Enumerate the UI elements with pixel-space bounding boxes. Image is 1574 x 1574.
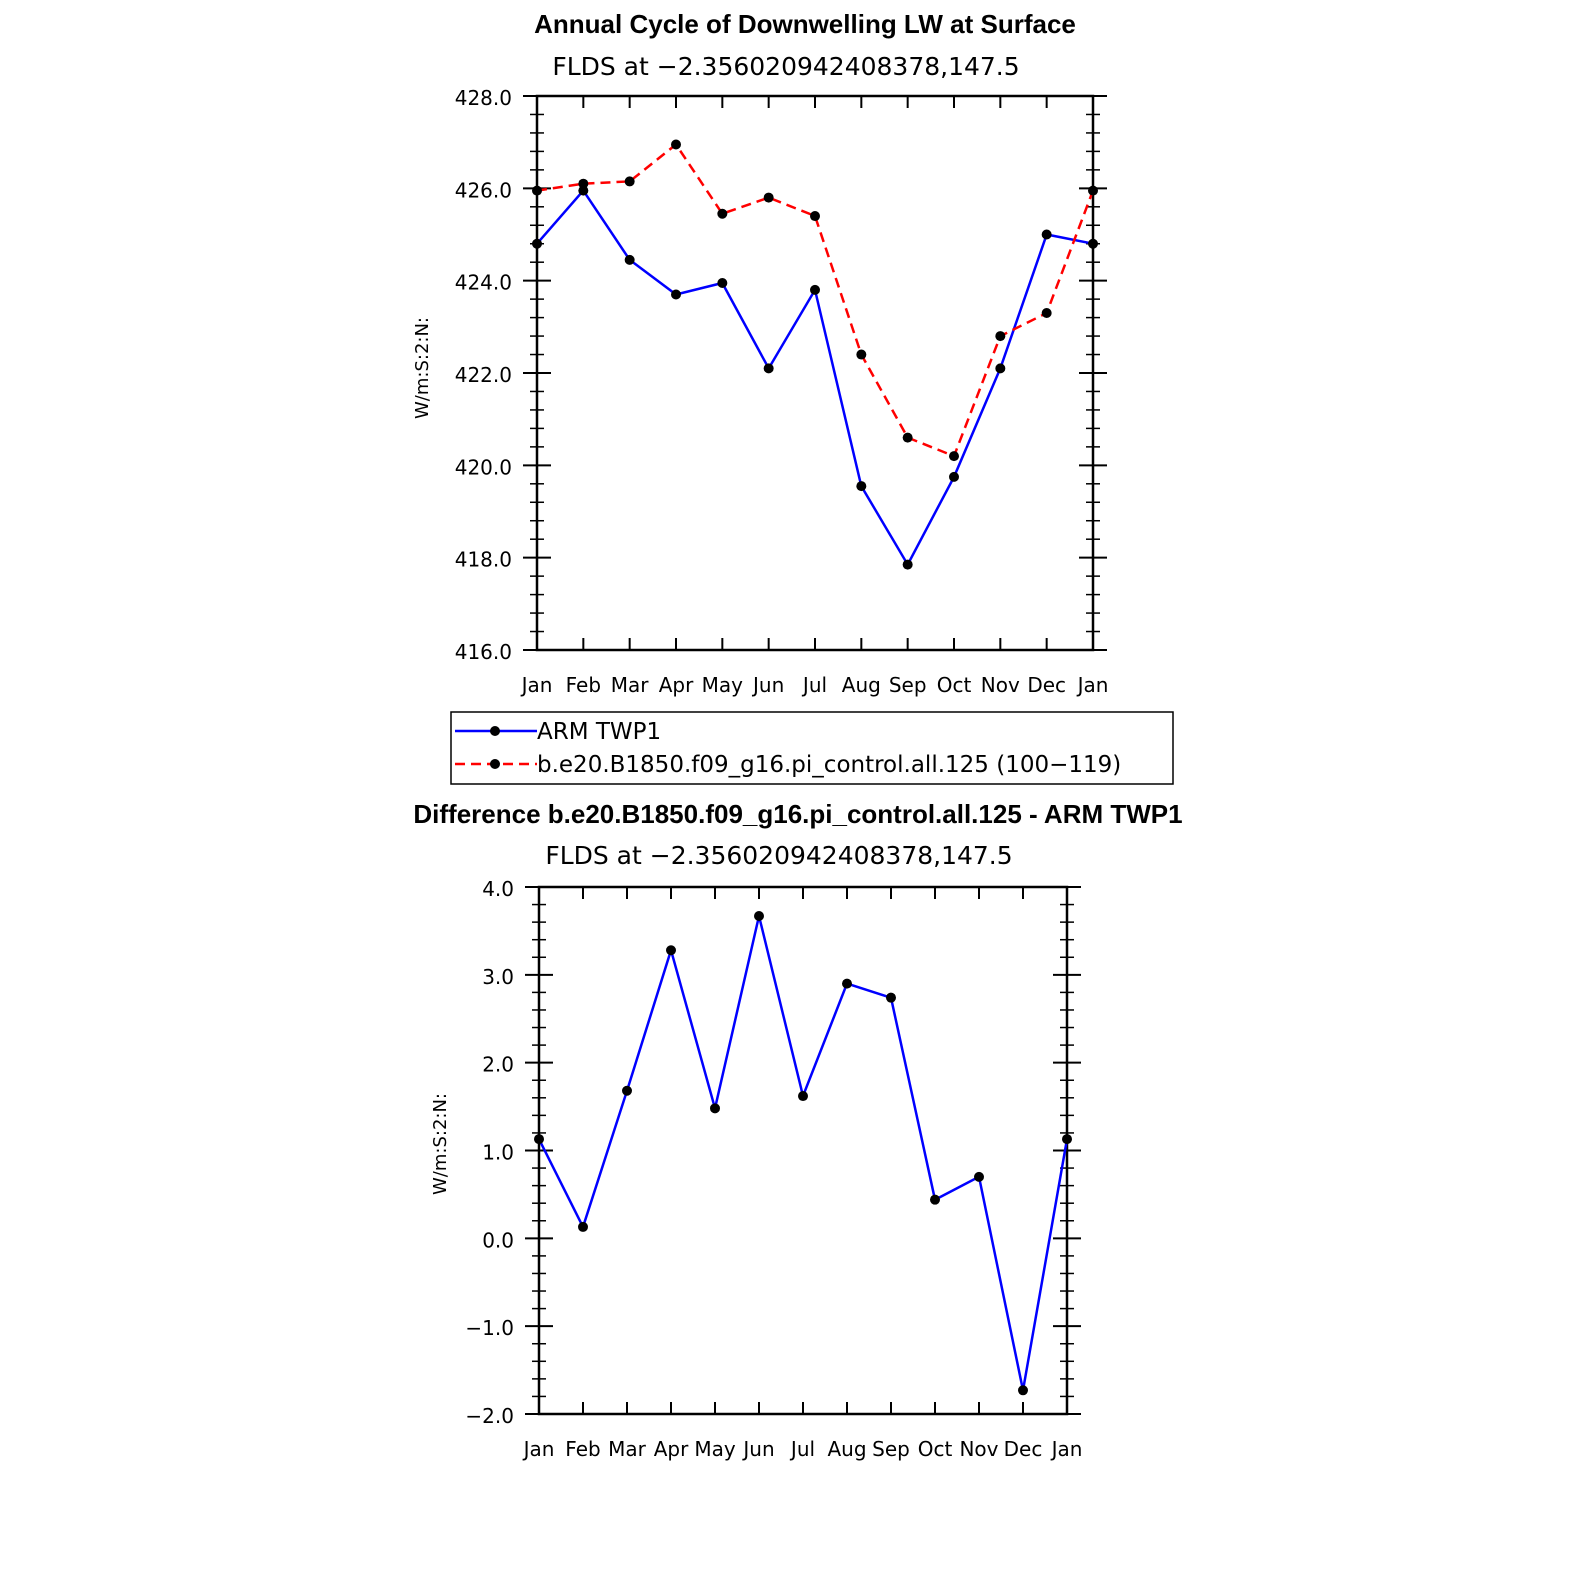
x-tick-label: May	[694, 1437, 736, 1461]
data-point	[1088, 185, 1098, 196]
legend-box	[450, 711, 1174, 785]
data-point	[1041, 307, 1052, 318]
y-tick-label: 416.0	[455, 640, 512, 664]
y-tick-label: 4.0	[482, 877, 514, 901]
y-axis-label: W/m:S:2:N:	[430, 1093, 451, 1195]
x-tick-label: Jul	[789, 1437, 815, 1461]
data-point	[532, 238, 542, 249]
difference-chart: Difference b.e20.B1850.f09_g16.pi_contro…	[413, 799, 1182, 1461]
x-tick-label: Sep	[889, 673, 927, 697]
data-point	[1088, 238, 1098, 249]
x-tick-label: Sep	[872, 1437, 910, 1461]
data-point	[902, 432, 913, 443]
data-point	[1062, 1134, 1072, 1145]
x-tick-label: Apr	[654, 1437, 689, 1461]
legend: ARM TWP1 b.e20.B1850.f09_g16.pi_control.…	[450, 711, 1174, 785]
data-point	[798, 1091, 808, 1102]
data-point	[666, 945, 676, 956]
data-point	[995, 331, 1006, 342]
y-tick-label: −1.0	[465, 1316, 514, 1340]
data-point	[902, 559, 913, 570]
y-tick-label: 3.0	[482, 965, 514, 989]
data-point	[810, 284, 820, 295]
data-point	[949, 471, 959, 482]
x-tick-label: Oct	[937, 673, 972, 697]
x-tick-label: Feb	[565, 1437, 600, 1461]
y-tick-label: 426.0	[455, 178, 512, 202]
y-tick-label: 420.0	[455, 455, 512, 479]
x-tick-label: Jan	[522, 1437, 555, 1461]
data-point	[710, 1103, 720, 1114]
legend-label-arm: ARM TWP1	[537, 719, 661, 745]
data-point	[534, 1134, 544, 1145]
x-tick-label: Aug	[827, 1437, 866, 1461]
data-point	[671, 289, 681, 300]
x-tick-label: Mar	[608, 1437, 647, 1461]
y-tick-label: 418.0	[455, 548, 512, 572]
data-point	[842, 978, 852, 989]
x-tick-label: Jan	[1076, 673, 1109, 697]
x-tick-label: Dec	[1027, 673, 1066, 697]
y-tick-label: 422.0	[455, 363, 512, 387]
legend-marker-arm	[490, 726, 500, 736]
plot-frame	[535, 94, 1095, 652]
chart-title: Difference b.e20.B1850.f09_g16.pi_contro…	[413, 799, 1182, 829]
x-tick-label: May	[702, 673, 744, 697]
x-tick-label: Jun	[751, 673, 784, 697]
data-point	[532, 185, 542, 196]
x-tick-label: Jan	[1050, 1437, 1083, 1461]
data-point	[930, 1194, 940, 1205]
data-point	[856, 349, 867, 360]
data-point	[995, 363, 1006, 374]
data-point	[578, 1221, 588, 1232]
x-tick-label: Oct	[918, 1437, 953, 1461]
x-tick-label: Nov	[959, 1437, 998, 1461]
series-line-0	[536, 188, 1094, 568]
x-tick-label: Dec	[1004, 1437, 1043, 1461]
x-tick-label: Feb	[566, 673, 601, 697]
chart-subtitle: FLDS at −2.356020942408378,147.5	[545, 841, 1012, 870]
y-axis-label: W/m:S:2:N:	[412, 317, 433, 419]
y-tick-label: 2.0	[482, 1053, 514, 1077]
data-point	[624, 176, 635, 187]
x-tick-label: Apr	[659, 673, 694, 697]
data-point	[671, 139, 681, 150]
data-point	[717, 277, 728, 288]
x-tick-label: Jun	[741, 1437, 774, 1461]
y-tick-label: 0.0	[482, 1228, 514, 1252]
legend-marker-model	[490, 759, 500, 769]
data-point	[763, 192, 774, 203]
data-point	[578, 185, 589, 196]
data-point	[1041, 229, 1052, 240]
data-point	[763, 363, 774, 374]
y-tick-label: 424.0	[455, 271, 512, 295]
data-point	[717, 208, 728, 219]
data-point	[886, 992, 896, 1003]
data-point	[622, 1085, 632, 1096]
plot-frame	[537, 885, 1069, 1416]
x-tick-label: Jul	[801, 673, 827, 697]
data-point	[578, 178, 589, 189]
chart-title: Annual Cycle of Downwelling LW at Surfac…	[534, 9, 1076, 39]
data-point	[810, 211, 820, 222]
x-tick-label: Nov	[981, 673, 1020, 697]
legend-label-model: b.e20.B1850.f09_g16.pi_control.all.125 (…	[537, 752, 1121, 778]
data-point	[754, 910, 764, 921]
x-tick-label: Aug	[842, 673, 881, 697]
y-tick-label: 428.0	[455, 86, 512, 110]
data-point	[949, 451, 959, 462]
chart-subtitle: FLDS at −2.356020942408378,147.5	[552, 52, 1019, 81]
y-tick-label: 1.0	[482, 1141, 514, 1165]
series-line-0	[537, 915, 1069, 1391]
x-tick-label: Mar	[611, 673, 650, 697]
data-point	[974, 1171, 984, 1182]
annual-cycle-chart: Annual Cycle of Downwelling LW at Surfac…	[412, 9, 1108, 697]
y-tick-label: −2.0	[465, 1404, 514, 1428]
data-point	[856, 481, 867, 492]
data-point	[1018, 1385, 1028, 1396]
series-line-1	[536, 142, 1095, 458]
x-tick-label: Jan	[520, 673, 553, 697]
data-point	[624, 254, 635, 265]
